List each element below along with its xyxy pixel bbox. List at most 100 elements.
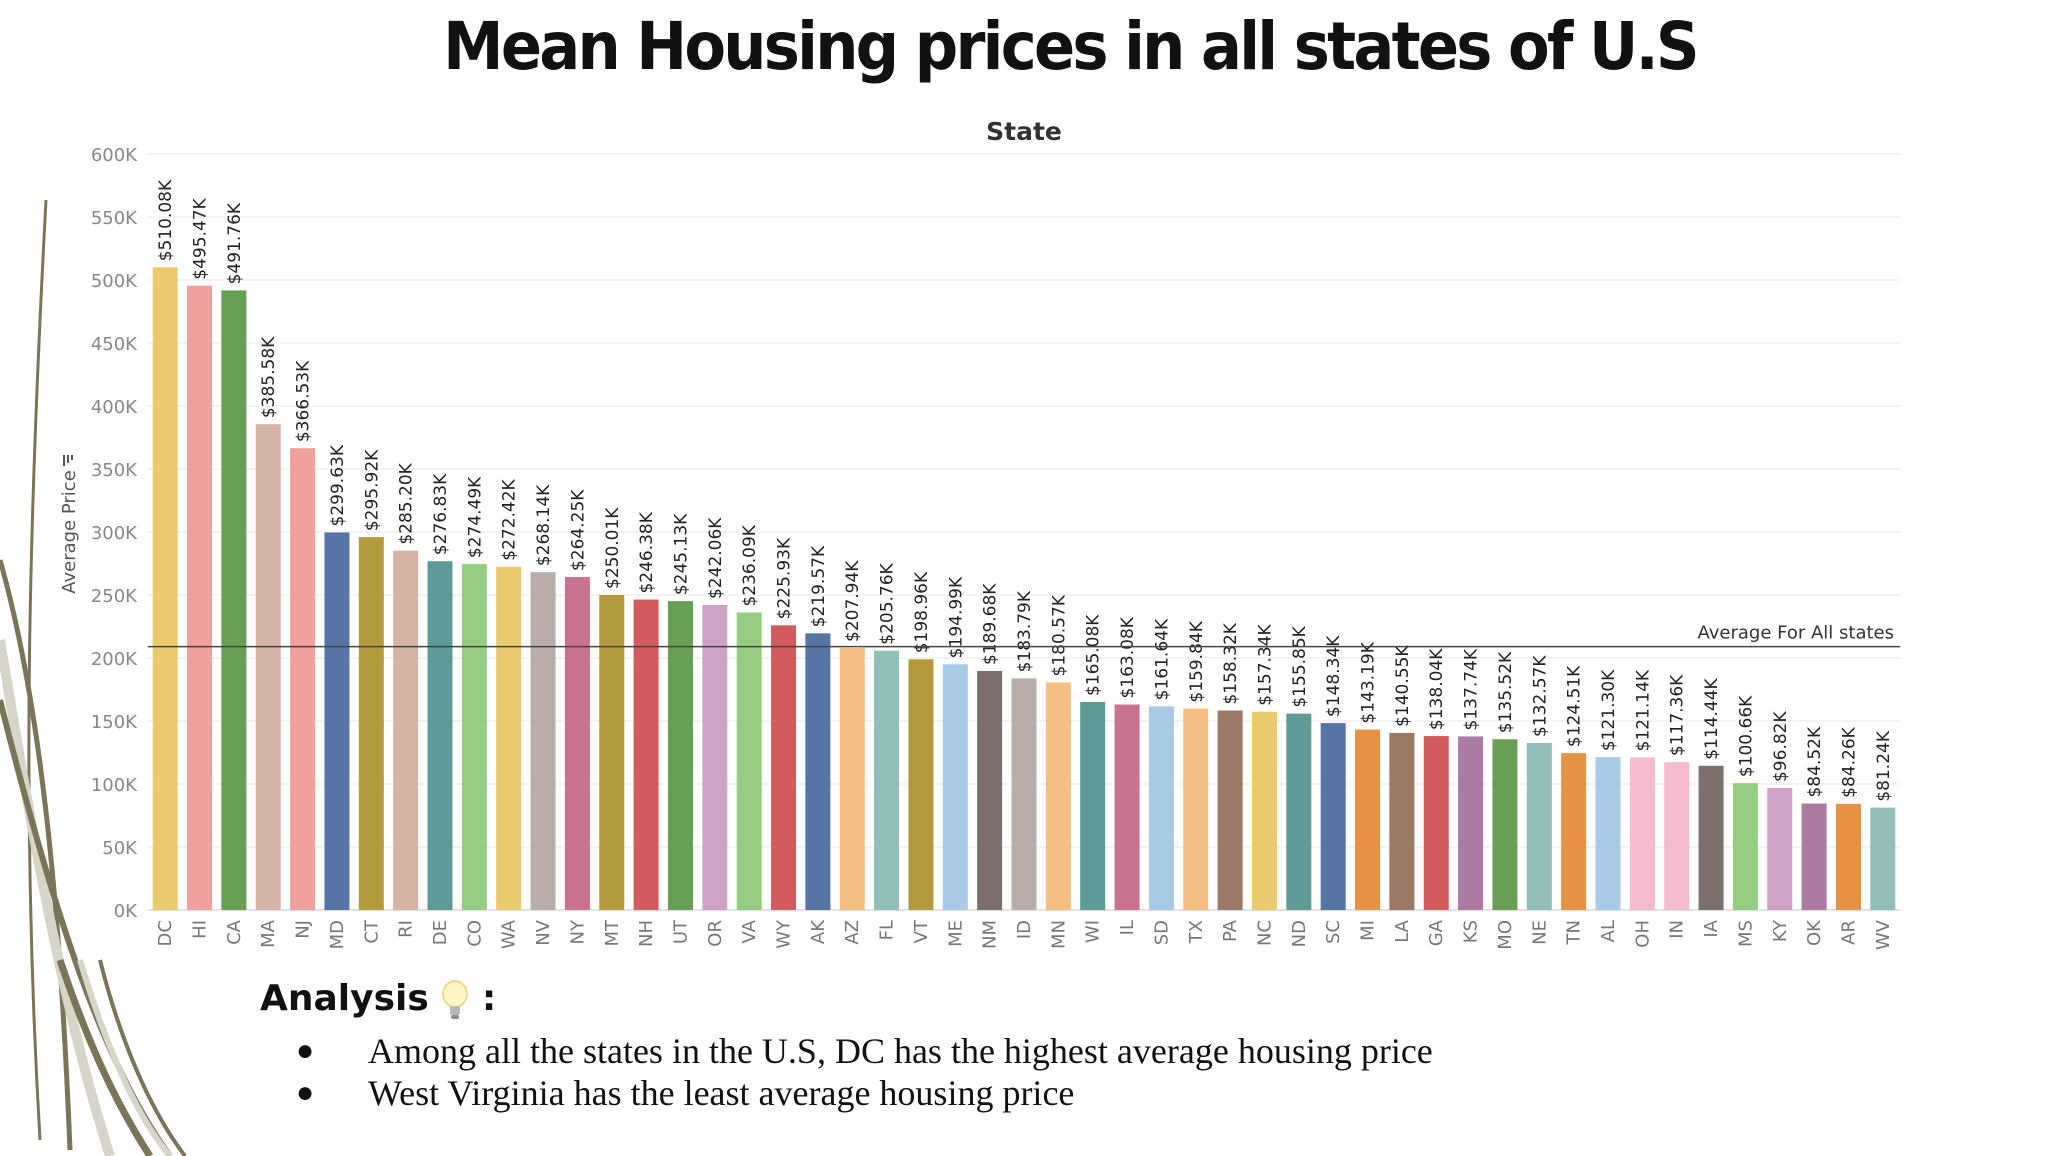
x-tick-label: OR: [705, 920, 726, 947]
bar-value-label: $205.76K: [878, 562, 898, 644]
bar: [874, 650, 900, 910]
bar-value-label: $194.99K: [946, 576, 966, 658]
bar: [152, 267, 178, 910]
analysis-bullet-1: ● Among all the states in the U.S, DC ha…: [296, 1030, 1433, 1072]
bar: [633, 599, 659, 910]
bar: [1080, 701, 1106, 910]
bar-value-label: $299.63K: [328, 444, 348, 526]
bar: [1835, 803, 1861, 910]
bar-value-label: $165.08K: [1084, 614, 1104, 696]
x-tick-label: TN: [1564, 920, 1585, 945]
bar: [530, 572, 556, 910]
bar-value-label: $285.20K: [397, 462, 417, 544]
x-tick-label: OK: [1804, 919, 1825, 946]
bar-value-label: $143.19K: [1359, 641, 1379, 723]
bar: [771, 625, 797, 910]
x-tick-label: GA: [1426, 919, 1447, 946]
bar: [461, 564, 487, 910]
x-tick-label: MN: [1048, 920, 1069, 949]
x-tick-label: CT: [361, 919, 382, 944]
x-tick-label: IA: [1701, 919, 1722, 937]
y-tick-label: 0K: [114, 901, 138, 922]
x-tick-label: HI: [190, 920, 211, 939]
x-tick-label: IN: [1667, 920, 1688, 939]
bar: [1423, 736, 1449, 910]
bar-value-label: $183.79K: [1015, 590, 1035, 672]
bar: [1320, 723, 1346, 910]
x-tick-label: CO: [464, 920, 485, 947]
bar-value-label: $276.83K: [431, 473, 451, 555]
bar: [1148, 706, 1174, 910]
bar-value-label: $246.38K: [637, 511, 657, 593]
x-tick-label: WA: [499, 919, 520, 949]
x-tick-label: AL: [1598, 920, 1619, 942]
x-tick-label: DC: [155, 920, 176, 946]
x-tick-label: UT: [670, 919, 691, 944]
bar: [977, 671, 1003, 910]
analysis-heading-text: Analysis: [260, 978, 429, 1019]
x-tick-label: MI: [1358, 920, 1379, 941]
bar: [1389, 732, 1415, 910]
x-tick-label: NC: [1254, 920, 1275, 946]
x-tick-label: WV: [1873, 919, 1894, 950]
bar-value-label: $96.82K: [1771, 711, 1791, 782]
bar: [496, 566, 522, 910]
bar: [187, 285, 213, 911]
y-tick-label: 450K: [91, 334, 138, 355]
bar-value-label: $148.34K: [1324, 635, 1344, 717]
chart-title: State: [986, 117, 1062, 146]
x-tick-label: AZ: [842, 920, 863, 945]
x-tick-label: KS: [1461, 920, 1482, 943]
bar-chart: State 0K 50K 100K 150K 200K 250K 300K 350K 400K 45…: [59, 117, 1900, 950]
bar-value-label: $84.26K: [1839, 726, 1859, 797]
x-tick-label: MD: [327, 920, 348, 949]
bar: [1458, 736, 1484, 910]
analysis-heading: Analysis :: [260, 978, 496, 1022]
bar: [1526, 742, 1552, 910]
y-tick-label: 250K: [91, 586, 138, 607]
bar-value-label: $155.85K: [1290, 625, 1310, 707]
bar: [1217, 710, 1243, 910]
x-tick-label: ME: [945, 920, 966, 947]
x-tick-label: NY: [567, 919, 588, 944]
bar-value-label: $140.55K: [1393, 645, 1413, 727]
x-tick-label: MO: [1495, 920, 1516, 950]
bar-value-label: $121.14K: [1633, 669, 1653, 751]
analysis-colon: :: [481, 978, 497, 1019]
slide-title: Mean Housing prices in all states of U.S: [443, 8, 1699, 85]
bar-value-label: $117.36K: [1668, 674, 1688, 756]
y-tick-label: 350K: [91, 460, 138, 481]
bar: [324, 532, 350, 910]
bar: [1561, 753, 1587, 910]
bar-value-label: $219.57K: [809, 545, 829, 627]
bar-value-label: $274.49K: [465, 476, 485, 558]
bar-value-label: $491.76K: [225, 202, 245, 284]
y-tick-label: 600K: [91, 145, 138, 166]
bar-value-label: $242.06K: [706, 517, 726, 599]
bar-value-label: $180.57K: [1049, 594, 1069, 676]
bar-value-label: $366.53K: [294, 360, 314, 442]
bullet-text: West Virginia has the least average hous…: [368, 1073, 1075, 1113]
bar: [1183, 708, 1209, 910]
bar: [736, 612, 762, 910]
bar: [1251, 711, 1277, 910]
x-tick-label: NE: [1529, 920, 1550, 945]
reference-line-label: Average For All states: [1698, 623, 1895, 644]
bar-value-label: $163.08K: [1118, 616, 1138, 698]
bar: [255, 424, 281, 910]
bar: [393, 550, 419, 910]
bar-value-label: $81.24K: [1874, 730, 1894, 801]
x-tick-label: PA: [1220, 919, 1241, 942]
bullet-text: Among all the states in the U.S, DC has …: [368, 1031, 1433, 1071]
bar: [1011, 678, 1037, 910]
bar: [942, 664, 968, 910]
bar-value-label: $161.64K: [1152, 618, 1172, 700]
x-tick-label: IL: [1117, 920, 1138, 935]
bar-value-label: $225.93K: [775, 537, 795, 619]
bar-value-label: $264.25K: [568, 489, 588, 571]
bar-value-label: $385.58K: [259, 336, 279, 418]
bar-value-label: $268.14K: [534, 484, 554, 566]
x-tick-label: SC: [1323, 920, 1344, 944]
x-tick-label: NV: [533, 919, 554, 945]
